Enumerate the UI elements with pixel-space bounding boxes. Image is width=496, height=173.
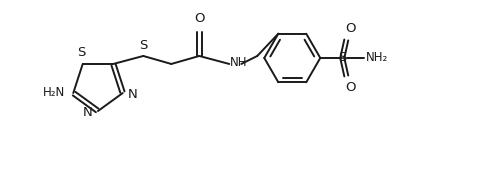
Text: NH₂: NH₂ [366,51,388,65]
Text: O: O [194,12,204,25]
Text: O: O [345,22,356,35]
Text: H₂N: H₂N [43,85,65,99]
Text: S: S [338,51,347,65]
Text: S: S [77,46,86,59]
Text: N: N [83,106,93,119]
Text: S: S [139,39,147,52]
Text: NH: NH [230,56,248,70]
Text: O: O [345,81,356,94]
Text: N: N [128,88,137,101]
